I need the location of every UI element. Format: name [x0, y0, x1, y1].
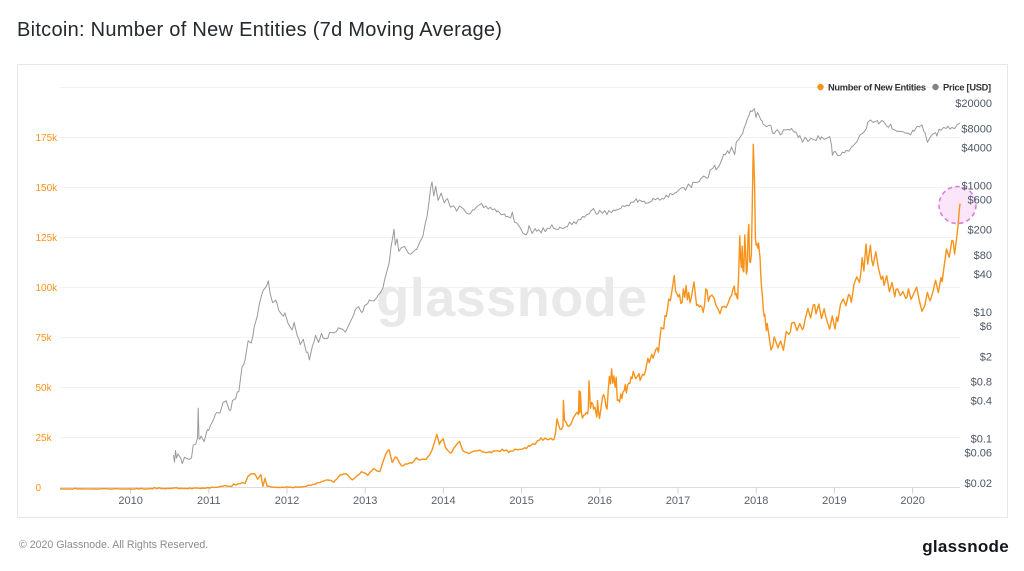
- svg-text:Number of New Entities: Number of New Entities: [828, 83, 926, 93]
- svg-text:$0.1: $0.1: [971, 434, 992, 446]
- svg-text:$10: $10: [974, 307, 992, 319]
- svg-text:glassnode: glassnode: [376, 268, 648, 328]
- svg-text:125k: 125k: [36, 233, 59, 244]
- svg-text:$8000: $8000: [961, 123, 992, 135]
- svg-text:150k: 150k: [36, 183, 59, 194]
- svg-text:2016: 2016: [588, 495, 612, 507]
- svg-text:175k: 175k: [36, 133, 59, 144]
- svg-text:25k: 25k: [36, 433, 53, 444]
- svg-text:100k: 100k: [36, 283, 59, 294]
- svg-text:2017: 2017: [666, 495, 690, 507]
- svg-text:$80: $80: [974, 250, 992, 262]
- svg-text:$0.8: $0.8: [971, 377, 992, 389]
- svg-text:$2: $2: [980, 351, 992, 363]
- svg-text:2011: 2011: [197, 495, 221, 507]
- svg-text:$200: $200: [968, 225, 992, 237]
- svg-text:$1000: $1000: [961, 181, 992, 193]
- svg-text:2013: 2013: [353, 495, 377, 507]
- svg-text:2020: 2020: [900, 495, 924, 507]
- svg-text:2012: 2012: [275, 495, 299, 507]
- svg-text:$0.02: $0.02: [964, 478, 992, 490]
- svg-text:50k: 50k: [36, 383, 53, 394]
- svg-text:2014: 2014: [431, 495, 455, 507]
- svg-text:$20000: $20000: [955, 98, 992, 110]
- svg-text:75k: 75k: [36, 333, 53, 344]
- svg-text:$6: $6: [980, 321, 992, 333]
- svg-text:$40: $40: [974, 269, 992, 281]
- svg-text:Price [USD]: Price [USD]: [943, 83, 991, 93]
- svg-text:2010: 2010: [118, 495, 142, 507]
- svg-text:2019: 2019: [822, 495, 846, 507]
- svg-text:$600: $600: [968, 195, 992, 207]
- svg-text:$0.06: $0.06: [964, 448, 992, 460]
- svg-text:0: 0: [36, 483, 42, 494]
- svg-text:2015: 2015: [509, 495, 533, 507]
- svg-text:$4000: $4000: [961, 142, 992, 154]
- svg-text:2018: 2018: [744, 495, 768, 507]
- svg-text:$0.4: $0.4: [971, 396, 992, 408]
